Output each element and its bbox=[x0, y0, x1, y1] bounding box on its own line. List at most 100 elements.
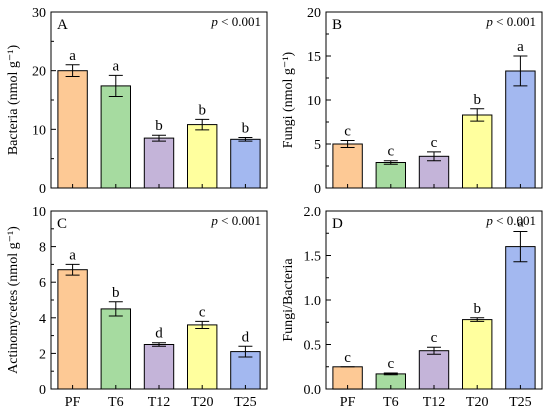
bar-t25 bbox=[505, 70, 536, 189]
error-bar bbox=[108, 74, 123, 97]
bar-pf bbox=[57, 269, 88, 390]
bar-t20 bbox=[187, 124, 218, 189]
x-tick-label: PF bbox=[65, 395, 81, 410]
bar-t20 bbox=[462, 114, 493, 189]
bar-pf bbox=[332, 143, 363, 189]
significance-letter: c bbox=[387, 144, 394, 160]
bar-t6 bbox=[100, 85, 131, 189]
x-tick-label: T20 bbox=[191, 395, 214, 410]
y-tick-label: 1.5 bbox=[304, 250, 322, 265]
y-axis-label: Bacteria (nmol g⁻¹) bbox=[6, 45, 21, 156]
plot-frame bbox=[325, 11, 543, 189]
bar-t20 bbox=[462, 319, 493, 390]
error-bar bbox=[152, 342, 166, 347]
significance-letter: c bbox=[431, 330, 438, 346]
y-tick-label: 10 bbox=[32, 205, 46, 220]
error-bar bbox=[470, 108, 485, 122]
error-bar bbox=[65, 64, 80, 77]
x-tick-label: T6 bbox=[383, 395, 399, 410]
panel-c: a PF b T6 d T12 c T20 d T25 0 2 4 6 8 10 C p < 0.001 Actin… bbox=[6, 205, 268, 410]
error-bar bbox=[427, 346, 441, 355]
x-tick-label: T6 bbox=[108, 395, 124, 410]
y-tick-label: 4 bbox=[39, 312, 46, 327]
error-bar bbox=[340, 140, 355, 148]
significance-letter: a bbox=[517, 215, 524, 231]
y-tick-label: 30 bbox=[32, 6, 46, 21]
panel-label: B bbox=[332, 17, 342, 33]
panel-label: C bbox=[57, 216, 67, 232]
x-tick-label: T20 bbox=[466, 395, 489, 410]
y-tick-label: 6 bbox=[39, 276, 46, 291]
significance-letter: c bbox=[344, 124, 351, 140]
plot-frame bbox=[50, 11, 268, 189]
y-tick-label: 20 bbox=[32, 65, 46, 80]
y-tick-label: 0.5 bbox=[304, 339, 322, 354]
significance-letter: b bbox=[198, 102, 206, 118]
significance-letter: b bbox=[473, 301, 481, 317]
y-tick-label: 0 bbox=[39, 182, 46, 197]
error-bar bbox=[383, 372, 398, 376]
y-tick-label: 10 bbox=[307, 94, 321, 109]
significance-letter: c bbox=[431, 135, 438, 151]
panel-label: A bbox=[57, 17, 68, 33]
y-tick-label: 0.0 bbox=[304, 383, 322, 398]
significance-letter: d bbox=[155, 326, 163, 342]
y-tick-label: 1.0 bbox=[304, 294, 322, 309]
y-tick-label: 20 bbox=[307, 6, 321, 21]
error-bar bbox=[513, 55, 528, 87]
y-tick-label: 8 bbox=[39, 241, 46, 256]
plot-frame bbox=[325, 210, 543, 390]
panel-b: c c c b a 0 5 10 15 20 B p < 0.001 Fungi (nmol g⁻¹) bbox=[281, 6, 543, 197]
bar-t6 bbox=[100, 308, 131, 390]
panel-label: D bbox=[332, 216, 343, 232]
y-tick-label: 10 bbox=[32, 123, 46, 138]
error-bar bbox=[195, 118, 210, 131]
bar-t12 bbox=[143, 137, 175, 189]
error-bar bbox=[65, 263, 80, 276]
significance-letter: b bbox=[112, 285, 120, 301]
y-tick-label: 15 bbox=[307, 50, 321, 65]
significance-letter: c bbox=[387, 356, 394, 372]
significance-letter: a bbox=[517, 39, 524, 55]
error-bar bbox=[427, 151, 441, 162]
y-tick-label: 5 bbox=[314, 138, 321, 153]
bar-t25 bbox=[230, 138, 261, 189]
p-value: p < 0.001 bbox=[485, 213, 536, 228]
error-bar bbox=[383, 160, 398, 165]
significance-letter: b bbox=[155, 118, 163, 134]
error-bar bbox=[238, 137, 253, 142]
x-tick-label: T25 bbox=[234, 395, 257, 410]
significance-letter: d bbox=[242, 329, 250, 345]
error-bar bbox=[238, 345, 253, 358]
error-bar bbox=[108, 301, 123, 317]
bar-pf bbox=[57, 70, 88, 189]
significance-letter: c bbox=[344, 350, 351, 366]
panel-a: a a b b b 0 10 20 30 A p < 0.001 Bacteria (nmol g⁻¹… bbox=[6, 6, 268, 197]
significance-letter: b bbox=[473, 92, 481, 108]
error-bar bbox=[195, 320, 210, 329]
plot-frame bbox=[50, 210, 268, 390]
p-value: p < 0.001 bbox=[210, 213, 261, 228]
y-axis-label: Fungi (nmol g⁻¹) bbox=[281, 51, 296, 148]
bar-t25 bbox=[505, 246, 536, 390]
y-tick-label: 2.0 bbox=[304, 205, 322, 220]
x-tick-label: PF bbox=[340, 395, 356, 410]
significance-letter: a bbox=[69, 247, 76, 263]
x-tick-label: T12 bbox=[423, 395, 446, 410]
y-tick-label: 0 bbox=[314, 182, 321, 197]
y-tick-label: 0 bbox=[39, 383, 46, 398]
error-bar bbox=[152, 134, 166, 142]
x-tick-label: T25 bbox=[509, 395, 532, 410]
error-bar bbox=[513, 231, 528, 263]
significance-letter: c bbox=[199, 304, 206, 320]
y-axis-label: Fungi/Bacteria bbox=[281, 258, 296, 342]
error-bar bbox=[470, 317, 485, 322]
p-value: p < 0.001 bbox=[485, 14, 536, 29]
significance-letter: b bbox=[242, 121, 250, 137]
significance-letter: a bbox=[69, 48, 76, 64]
bar-t12 bbox=[143, 344, 175, 390]
p-value: p < 0.001 bbox=[210, 14, 261, 29]
y-tick-label: 2 bbox=[39, 347, 46, 362]
significance-letter: a bbox=[112, 58, 119, 74]
